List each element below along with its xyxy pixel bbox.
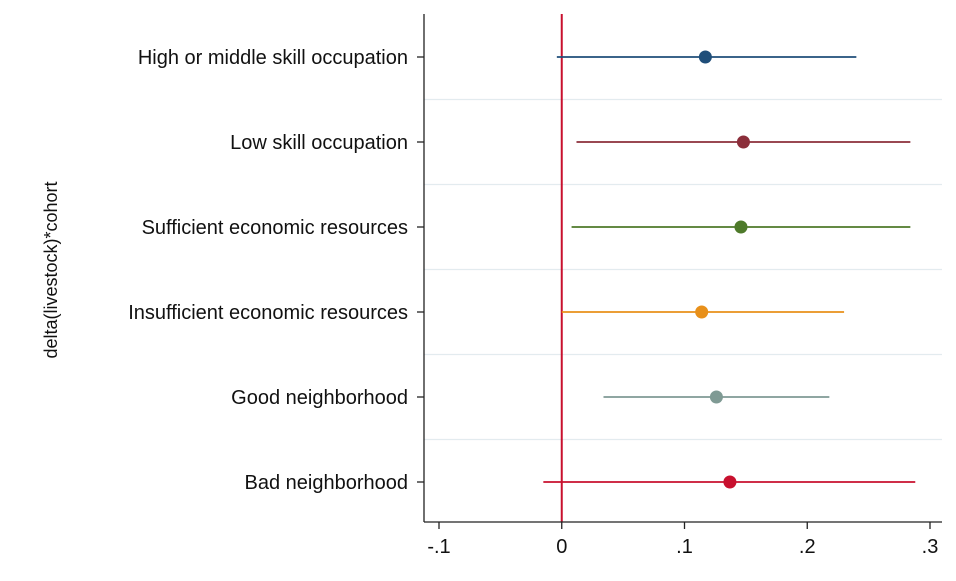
y-axis-title: delta(livestock)*cohort [41,181,61,358]
category-labels: High or middle skill occupation Low skill… [128,47,408,494]
point-estimate [695,305,709,319]
series-group [543,50,916,489]
x-tick-label: .3 [922,536,939,558]
category-label: Bad neighborhood [245,472,408,494]
x-tick-label: 0 [556,536,567,558]
x-tick-label: -.1 [427,536,450,558]
point-estimate [723,475,737,489]
category-label: Good neighborhood [231,387,408,409]
point-estimate [734,220,748,234]
category-label: Sufficient economic resources [142,217,408,239]
x-tick-label: .1 [676,536,693,558]
category-label: Insufficient economic resources [128,302,408,324]
point-estimate [709,390,723,404]
axes-group: -.1 0 .1 .2 .3 [417,14,942,558]
category-label: Low skill occupation [230,132,408,154]
category-label: High or middle skill occupation [138,47,408,69]
point-estimate [736,135,750,149]
point-estimate [698,50,712,64]
grid-lines [424,98,942,441]
x-tick-label: .2 [799,536,816,558]
